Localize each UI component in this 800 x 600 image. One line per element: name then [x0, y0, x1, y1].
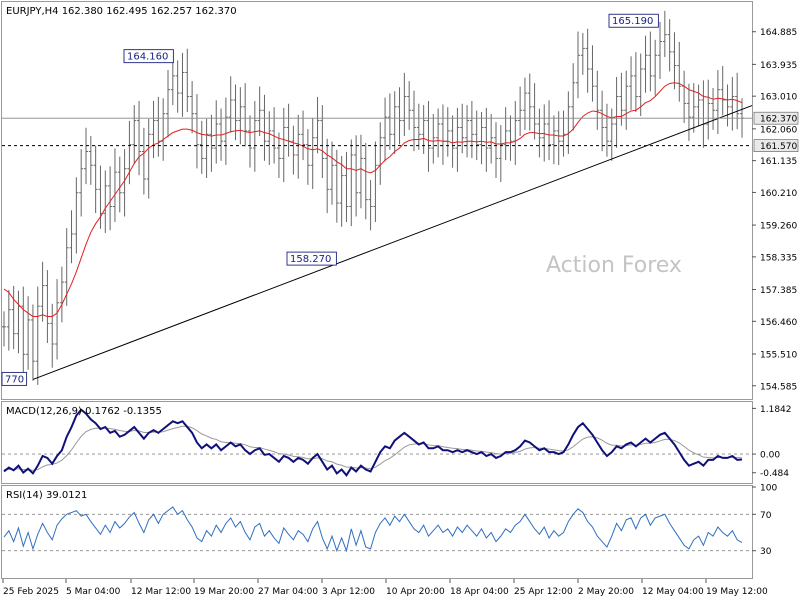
x-tick-label: 3 Apr 12:00 — [322, 587, 375, 597]
macd-tick-label: 1.1842 — [760, 405, 792, 415]
x-tick-label: 19 Mar 20:00 — [194, 587, 254, 597]
rsi-tick-label: 100 — [760, 484, 777, 494]
price-tick-label: 164.885 — [760, 28, 797, 38]
price-title: EURJPY,H4 162.380 162.495 162.257 162.37… — [6, 6, 237, 17]
x-tick-label: 25 Apr 12:00 — [514, 587, 573, 597]
macd-tick-label: 0.00 — [760, 451, 780, 461]
rsi-tick-label: 70 — [760, 511, 772, 521]
price-bars — [2, 10, 744, 385]
rsi-lines — [2, 506, 752, 553]
price-tick-label: 156.460 — [760, 318, 797, 328]
last-price-label: 162.370 — [760, 115, 797, 125]
x-axis: 25 Feb 2025 5 Mar 04:00 12 Mar 12:00 19 Mar… — [2, 579, 768, 597]
rsi-line — [3, 506, 743, 553]
macd-line — [3, 408, 743, 477]
level-price-label: 161.570 — [760, 142, 797, 152]
x-tick-label: 12 Mar 12:00 — [131, 587, 191, 597]
macd-lines — [2, 408, 752, 477]
price-tick-label: 162.060 — [760, 125, 797, 135]
x-tick-label: 25 Feb 2025 — [3, 587, 59, 597]
price-annotations: 164.160 165.190 158.270 770 — [1, 13, 659, 386]
x-tick-label: 5 Mar 04:00 — [66, 587, 121, 597]
x-tick-label: 19 May 12:00 — [706, 587, 768, 597]
price-panel-frame — [1, 1, 753, 400]
rsi-tick-label: 30 — [760, 547, 772, 557]
price-tick-label: 159.260 — [760, 222, 797, 232]
price-axis: 164.885 163.935 163.010 162.060 161.135 160.2… — [752, 28, 799, 392]
price-tick-label: 158.335 — [760, 253, 797, 263]
macd-title: MACD(12,26,9) 0.1762 -0.1355 — [6, 406, 162, 417]
macd-tick-label: -0.484 — [760, 469, 789, 479]
x-tick-label: 18 Apr 04:00 — [450, 587, 509, 597]
price-marker-label: 770 — [5, 374, 24, 385]
macd-signal-line — [4, 425, 743, 471]
price-marker-box — [123, 49, 174, 64]
rsi-title: RSI(14) 39.0121 — [6, 490, 87, 501]
x-tick-label: 27 Mar 04:00 — [258, 587, 318, 597]
last-price-label-box — [753, 111, 799, 125]
x-tick-label: 12 May 04:00 — [642, 587, 704, 597]
price-tick-label: 160.210 — [760, 189, 797, 199]
price-marker-label: 165.190 — [612, 16, 653, 27]
price-marker-box — [1, 371, 28, 386]
price-tick-label: 163.010 — [760, 93, 797, 103]
moving-average-line — [3, 82, 743, 318]
watermark: Action Forex — [546, 253, 682, 278]
x-tick-label: 2 May 20:00 — [578, 587, 634, 597]
price-marker-box — [286, 251, 337, 266]
x-tick-label: 10 Apr 20:00 — [386, 587, 445, 597]
price-marker-box — [608, 13, 659, 28]
level-price-label-box — [753, 139, 799, 152]
price-tick-label: 163.935 — [760, 61, 797, 71]
price-marker-label: 158.270 — [290, 254, 331, 265]
price-marker-label: 164.160 — [127, 52, 168, 63]
macd-panel-frame — [1, 401, 753, 484]
macd-axis: 1.1842 0.00 -0.484 — [752, 405, 792, 479]
price-lines — [2, 82, 753, 380]
price-tick-label: 157.385 — [760, 286, 797, 296]
price-tick-label: 154.585 — [760, 382, 797, 392]
price-tick-label: 161.135 — [760, 157, 797, 167]
rsi-panel-frame — [1, 485, 753, 579]
price-tick-label: 155.510 — [760, 350, 797, 360]
rsi-axis: 100 70 30 — [752, 484, 777, 557]
trendline — [32, 105, 753, 380]
